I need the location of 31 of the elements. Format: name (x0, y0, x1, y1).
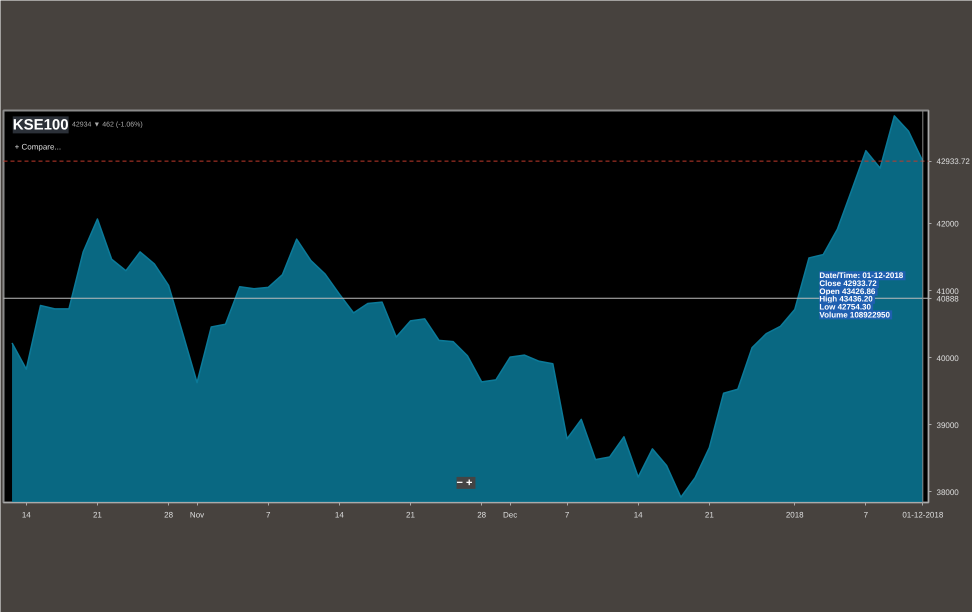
x-tick-label: 21 (92, 510, 102, 520)
y-tick-label: 39000 (936, 420, 960, 430)
ref-line-label: 40888 (936, 294, 960, 304)
annotation: High 43436.20 (819, 294, 874, 304)
annotation: Volume 108922950 (819, 310, 890, 320)
annotation: Low 42754.30 (819, 302, 872, 312)
y-tick-label: 40000 (936, 354, 960, 363)
ref-line-label: 42933.72 (936, 157, 970, 166)
x-tick-label: 2018 (786, 510, 804, 520)
x-tick-label: 7 (266, 510, 271, 520)
x-tick-label: 7 (864, 510, 869, 520)
x-tick-label: 28 (477, 510, 487, 520)
x-tick-label: Nov (190, 510, 204, 520)
x-tick-label: 01-12-2018 (902, 510, 944, 520)
x-tick-label: 28 (164, 510, 174, 520)
x-tick-label: 14 (634, 510, 644, 520)
annotation: Date/Time: 01-12-2018 (819, 271, 904, 280)
annotation: + Compare... (14, 142, 62, 152)
y-tick-label: 42000 (936, 220, 960, 229)
x-tick-label: 21 (406, 510, 416, 520)
x-tick-label: Dec (503, 510, 518, 520)
annotation: Open 43426.86 (819, 286, 876, 296)
chart-title: KSE100 (12, 116, 69, 134)
y-tick-label: 38000 (936, 488, 960, 497)
x-tick-label: 14 (334, 510, 344, 520)
x-tick-label: 14 (22, 510, 32, 520)
annotation: − + (456, 476, 472, 489)
annotation: Close 42933.72 (819, 279, 878, 288)
x-tick-label: 7 (564, 510, 570, 520)
x-tick-label: 21 (704, 510, 714, 520)
y-tick-label: 41000 (936, 286, 960, 296)
